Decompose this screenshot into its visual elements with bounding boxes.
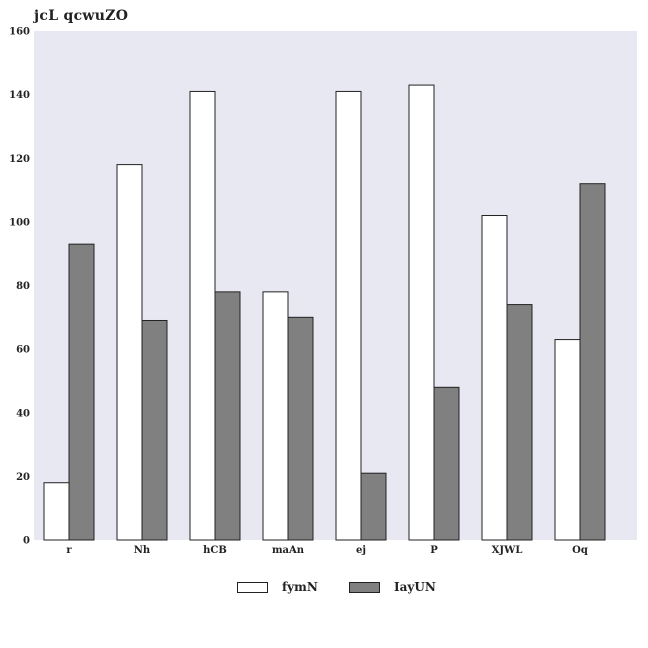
bar-fymN-ej <box>335 90 362 541</box>
bar-IayUN-hCB <box>214 291 241 541</box>
legend-item-series-1: fymN <box>237 577 318 597</box>
bar-fymN-r <box>43 482 70 541</box>
bars <box>43 84 606 541</box>
x-tick-label: P <box>430 545 438 556</box>
y-tick-label: 20 <box>16 472 30 483</box>
x-tick-label: Oq <box>572 545 588 556</box>
y-tick-label: 100 <box>9 217 30 228</box>
x-tick-label: hCB <box>203 545 227 556</box>
legend-item-series-2: IayUN <box>349 577 436 597</box>
bar-IayUN-Nh <box>141 319 168 541</box>
bar-IayUN-maAn <box>287 316 314 541</box>
bar-IayUN-XJWL <box>506 304 533 541</box>
y-tick-label: 40 <box>16 408 30 419</box>
y-tick-label: 120 <box>9 154 30 165</box>
x-tick-label: ej <box>356 545 366 556</box>
y-tick-label: 160 <box>9 27 30 38</box>
legend-swatch-series-1 <box>237 581 268 593</box>
bar-fymN-Nh <box>116 164 143 541</box>
bar-fymN-hCB <box>189 90 216 541</box>
x-tick-label: XJWL <box>492 545 523 556</box>
legend-label-series-2: IayUN <box>394 580 436 594</box>
y-tick-label: 80 <box>16 281 30 292</box>
x-tick-label: maAn <box>272 545 305 556</box>
x-axis: r Nh hCB maAn ej P XJWL Oq <box>66 545 588 556</box>
y-axis: 0 20 40 60 80 100 120 140 160 <box>9 27 30 547</box>
bar-IayUN-Oq <box>579 183 606 541</box>
y-tick-label: 60 <box>16 345 30 356</box>
bar-IayUN-P <box>433 386 460 541</box>
bar-IayUN-ej <box>360 472 387 541</box>
bar-fymN-P <box>408 84 435 541</box>
x-tick-label: r <box>66 545 72 556</box>
legend-label-series-1: fymN <box>282 580 318 594</box>
bar-IayUN-r <box>68 243 95 541</box>
y-tick-label: 0 <box>23 536 30 547</box>
x-tick-label: Nh <box>134 545 151 556</box>
chart-title: jcL qcwuZO <box>34 8 129 24</box>
bar-fymN-Oq <box>554 339 581 541</box>
bar-fymN-maAn <box>262 291 289 541</box>
bar-fymN-XJWL <box>481 215 508 541</box>
legend-swatch-series-2 <box>349 581 380 593</box>
y-tick-label: 140 <box>9 90 30 101</box>
legend: fymN IayUN <box>0 577 648 597</box>
